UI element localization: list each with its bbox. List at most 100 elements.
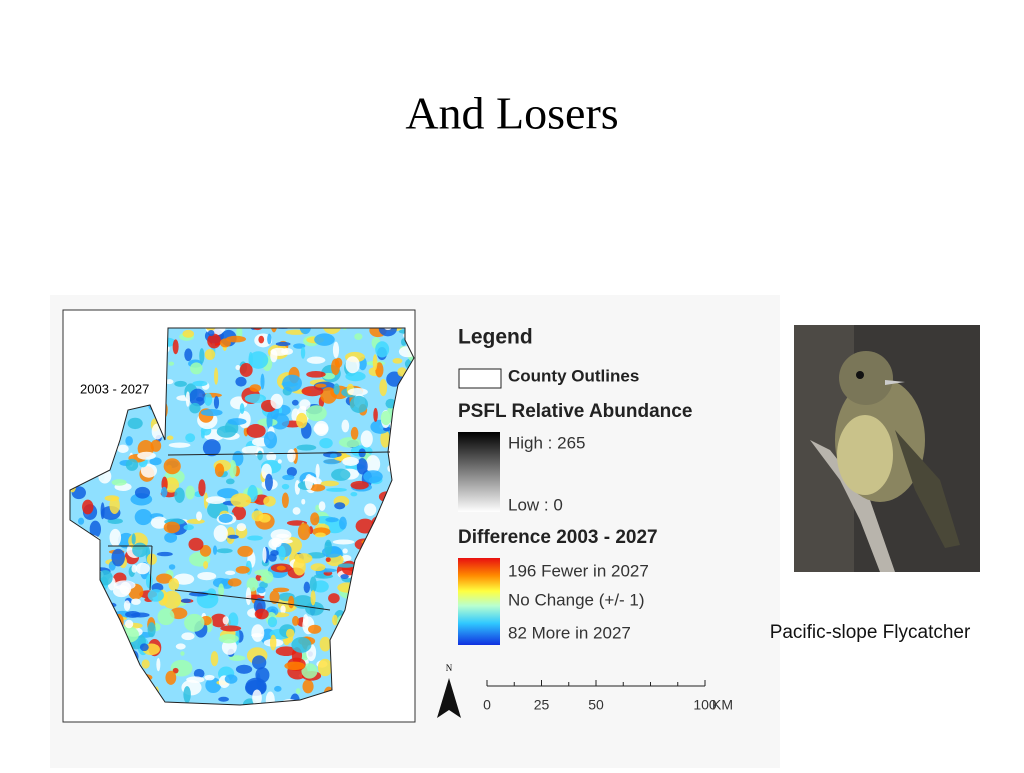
map-patch xyxy=(282,474,295,481)
map-patch xyxy=(109,496,120,514)
map-patch xyxy=(163,477,180,493)
map-patch xyxy=(111,479,127,486)
difference-fewer: 196 Fewer in 2027 xyxy=(508,561,649,580)
map-patch xyxy=(204,674,215,681)
photo-caption: Pacific-slope Flycatcher xyxy=(770,622,971,643)
map-patch xyxy=(172,339,179,355)
map-patch xyxy=(270,349,278,363)
map-patch xyxy=(195,397,204,402)
map-patch xyxy=(222,616,229,625)
map-patch xyxy=(293,558,306,576)
legend-county: County Outlines xyxy=(508,366,639,385)
scale-tick-label: 25 xyxy=(534,697,550,713)
map-patch xyxy=(213,525,228,542)
map-patch xyxy=(134,486,151,499)
map-patch xyxy=(157,608,175,626)
map-patch xyxy=(218,583,225,598)
map-patch xyxy=(326,487,347,492)
map-patch xyxy=(139,643,149,652)
map-patch xyxy=(185,485,195,500)
map-patch xyxy=(299,328,312,335)
map-patch xyxy=(132,542,148,558)
map-patch xyxy=(267,616,278,628)
map-patch xyxy=(313,423,329,435)
map-patch xyxy=(341,554,352,562)
map-patch xyxy=(230,493,252,508)
map-patch xyxy=(304,473,314,490)
map-patch xyxy=(320,387,337,404)
map-patch xyxy=(375,341,390,358)
map-patch xyxy=(251,624,265,642)
map-patch xyxy=(252,689,262,705)
map-patch xyxy=(168,564,176,570)
map-patch xyxy=(183,686,191,703)
map-patch xyxy=(269,590,280,604)
map-patch xyxy=(334,502,346,510)
map-patch xyxy=(345,356,360,374)
map-patch xyxy=(277,459,282,464)
map-patch xyxy=(188,537,204,551)
map-patch xyxy=(296,444,317,451)
map-patch xyxy=(185,433,196,443)
map-patch xyxy=(317,658,333,677)
map-patch xyxy=(281,492,289,509)
map-patch xyxy=(272,587,290,593)
map-patch xyxy=(341,419,350,433)
map-patch xyxy=(200,409,223,417)
map-patch xyxy=(109,528,122,547)
map-patch xyxy=(342,456,359,467)
map-patch xyxy=(325,557,331,563)
map-patch xyxy=(89,520,102,538)
map-patch xyxy=(192,380,208,387)
map-patch xyxy=(186,518,205,524)
map-patch xyxy=(300,346,306,359)
map-patch xyxy=(117,444,129,454)
map-patch xyxy=(306,371,326,378)
map-patch xyxy=(342,548,348,554)
map-patch xyxy=(251,633,264,638)
map-patch xyxy=(325,517,339,523)
map-patch xyxy=(337,563,355,568)
map-patch xyxy=(282,374,302,392)
map-patch xyxy=(270,413,290,430)
map-patch xyxy=(203,492,209,509)
map-patch xyxy=(295,688,301,695)
map-patch xyxy=(269,634,277,651)
map-patch xyxy=(291,637,312,653)
map-patch xyxy=(275,646,297,657)
map-patch xyxy=(180,651,185,656)
map-patch xyxy=(267,333,272,345)
map-patch xyxy=(349,395,369,413)
map-patch xyxy=(199,545,212,557)
map-patch xyxy=(212,545,218,555)
map-patch xyxy=(235,376,247,387)
map-patch xyxy=(262,546,267,563)
county-lines xyxy=(108,451,391,611)
map-patch xyxy=(163,458,181,475)
map-patch xyxy=(263,431,278,449)
map-patch xyxy=(354,333,363,340)
map-patch xyxy=(331,468,351,481)
map-patch xyxy=(165,670,177,685)
map-patch xyxy=(125,436,133,446)
map-patch xyxy=(220,625,242,632)
map-patch xyxy=(214,367,219,385)
map-patch xyxy=(235,566,250,574)
map-patch xyxy=(182,329,195,338)
map-patch xyxy=(314,532,326,538)
map-patch xyxy=(200,430,205,439)
map-patch xyxy=(134,508,153,526)
map-patch xyxy=(239,403,245,414)
map-patch xyxy=(276,565,286,571)
map-patch xyxy=(235,664,253,674)
map-patch xyxy=(329,453,338,459)
bird-wing xyxy=(895,430,960,548)
map-patch xyxy=(214,463,225,478)
map-patch xyxy=(168,442,191,448)
map-patch xyxy=(225,478,235,485)
map-patch xyxy=(245,587,252,606)
map-patch xyxy=(246,423,266,438)
map-patch xyxy=(347,387,368,396)
map-patch xyxy=(131,564,138,573)
abundance-ramp xyxy=(458,432,500,512)
